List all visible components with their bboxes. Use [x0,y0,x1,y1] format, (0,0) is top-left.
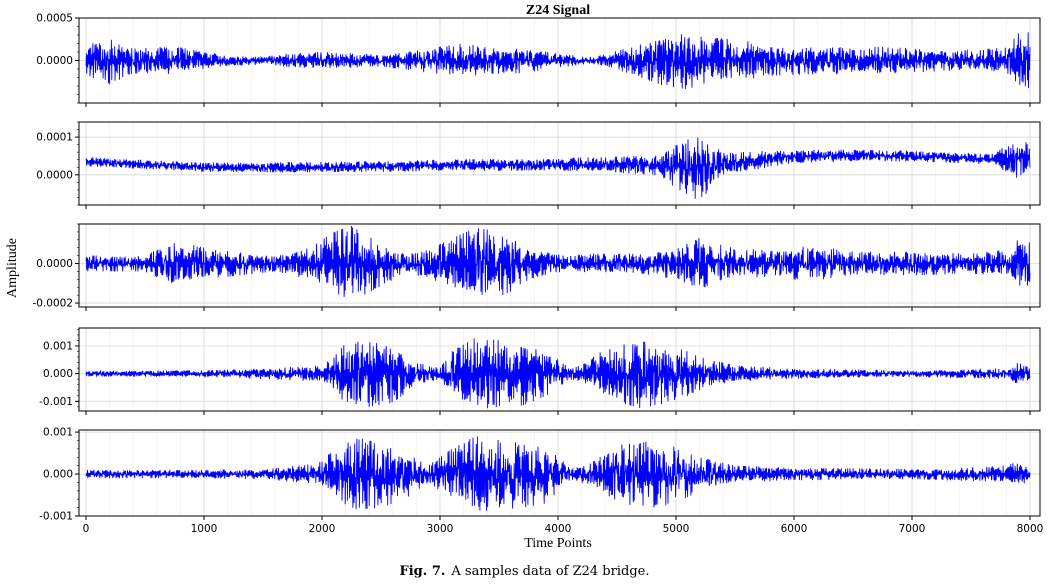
chart-title: Z24 Signal [526,3,590,18]
y-tick-label: -0.001 [39,511,73,523]
signal-line [85,32,1031,90]
y-tick-label: 0.0005 [36,13,73,25]
x-tick-label: 2000 [309,523,336,535]
subplot-4: 0.001 0.000 -0.001 [39,327,1041,415]
subplot-5: 0.001 0.000 -0.001 0 1000 2000 3000 4000 5000 600… [39,427,1043,535]
y-axis-label: Amplitude [5,238,20,298]
z24-signal-figure: Z24 Signal Amplitude Time Points 0.00050… [5,3,1043,551]
subplot-frame [78,327,1041,412]
x-tick-label: 3000 [427,523,454,535]
subplot-frame [78,121,1041,206]
signal-line [85,338,1031,409]
x-tick-label: 7000 [899,523,926,535]
x-axis-label: Time Points [524,536,592,551]
subplot-frame [78,429,1041,517]
x-tick-label: 5000 [663,523,690,535]
y-tick-label: 0.001 [43,427,73,439]
subplot-frame [78,17,1041,104]
y-tick-label: -0.001 [39,396,73,408]
subplot-3: 0.0000 -0.0002 [32,223,1041,311]
x-tick-label: 8000 [1017,523,1044,535]
signal-line [85,436,1031,511]
x-tick-label: 4000 [545,523,572,535]
subplot-2: 0.0001 0.0000 [36,121,1041,209]
subplot-1: 0.0005 0.0000 [36,13,1041,107]
y-tick-label: 0.0000 [36,55,73,67]
signal-line [85,225,1031,297]
signal-line [85,137,1031,199]
y-tick-label: 0.001 [43,340,73,352]
figure-caption-label: Fig. 7. [399,564,446,579]
x-tick-label: 1000 [191,523,218,535]
figure-caption: Fig. 7. A samples data of Z24 bridge. [0,564,1049,579]
x-tick-label: 6000 [781,523,808,535]
y-tick-label: 0.000 [43,469,73,481]
y-tick-label: 0.0000 [36,258,73,270]
x-tick-label: 0 [83,523,90,535]
subplots: 0.00050.00000.00010.00000.0000-0.00020.0… [32,13,1043,536]
y-tick-label: 0.0001 [36,132,73,144]
figure-caption-text: A samples data of Z24 bridge. [451,564,650,579]
y-tick-label: -0.0002 [32,298,73,310]
y-tick-label: 0.000 [43,368,73,380]
subplot-frame [78,223,1041,308]
y-tick-label: 0.0000 [36,169,73,181]
